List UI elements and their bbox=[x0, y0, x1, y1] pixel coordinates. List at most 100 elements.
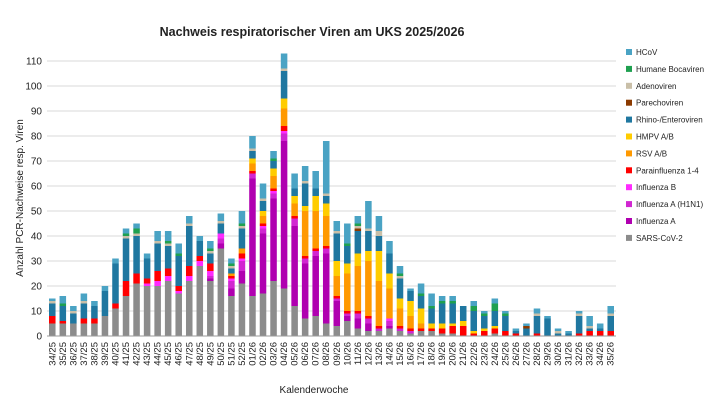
x-tick-label: 50/25 bbox=[216, 342, 227, 366]
bar-segment bbox=[164, 231, 172, 241]
bar-segment bbox=[91, 306, 98, 319]
bar-segment bbox=[196, 261, 204, 266]
bar-segment bbox=[122, 296, 130, 336]
bar-segment bbox=[70, 306, 77, 311]
bar-segment bbox=[59, 323, 67, 336]
x-tick-label: 49/25 bbox=[205, 342, 216, 366]
bar-segment bbox=[333, 326, 341, 336]
x-tick-label: 47/25 bbox=[184, 342, 195, 366]
y-tick-label: 10 bbox=[31, 307, 43, 318]
bar-segment bbox=[491, 328, 499, 334]
bar-segment bbox=[259, 183, 267, 199]
bar-segment bbox=[301, 166, 309, 181]
bar-segment bbox=[365, 231, 372, 251]
bar-segment bbox=[101, 286, 109, 291]
bar-segment bbox=[354, 223, 362, 226]
bar-segment bbox=[502, 316, 509, 331]
bar-segment bbox=[280, 133, 288, 141]
bar-segment bbox=[438, 296, 446, 301]
bar-segment bbox=[386, 328, 393, 336]
x-tick-label: 27/26 bbox=[521, 342, 532, 366]
bar-segment bbox=[249, 148, 256, 151]
x-tick-label: 21/26 bbox=[458, 342, 469, 366]
bar-segment bbox=[280, 68, 288, 71]
bar-segment bbox=[238, 271, 246, 284]
bar-segment bbox=[238, 258, 246, 261]
bar-segment bbox=[259, 198, 267, 201]
bar-segment bbox=[270, 198, 277, 281]
bar-segment bbox=[280, 98, 288, 109]
bar-segment bbox=[481, 311, 488, 314]
bar-segment bbox=[259, 216, 267, 224]
x-tick-label: 31/26 bbox=[564, 342, 575, 366]
bar-segment bbox=[312, 248, 319, 251]
bar-segment bbox=[449, 333, 456, 336]
bar-segment bbox=[396, 308, 404, 326]
bar-segment bbox=[133, 233, 140, 236]
x-tick-label: 44/25 bbox=[153, 342, 164, 366]
x-tick-label: 35/26 bbox=[606, 342, 617, 366]
x-tick-label: 51/25 bbox=[226, 342, 237, 366]
legend-label: Humane Bocaviren bbox=[636, 65, 704, 74]
bar-segment bbox=[112, 258, 119, 264]
bar-segment bbox=[196, 266, 204, 336]
bar-segment bbox=[459, 321, 467, 326]
bar-segment bbox=[312, 171, 319, 189]
legend-swatch bbox=[626, 150, 632, 157]
bar-segment bbox=[544, 318, 551, 336]
y-tick-label: 100 bbox=[25, 82, 42, 93]
bar-segment bbox=[70, 311, 77, 314]
bars bbox=[49, 53, 614, 336]
bar-segment bbox=[428, 308, 435, 324]
bar-segment bbox=[80, 303, 88, 319]
bar-segment bbox=[196, 236, 204, 241]
bar-segment bbox=[322, 246, 330, 249]
bar-segment bbox=[607, 313, 614, 316]
bar-segment bbox=[428, 306, 435, 309]
bar-segment bbox=[238, 248, 246, 254]
x-tick-label: 19/26 bbox=[437, 342, 448, 366]
bar-segment bbox=[143, 258, 151, 279]
legend-label: Influenza B bbox=[636, 183, 676, 192]
gridlines bbox=[47, 60, 616, 337]
bar-segment bbox=[207, 278, 214, 281]
bar-segment bbox=[375, 326, 383, 329]
bar-segment bbox=[217, 223, 225, 234]
bar-segment bbox=[259, 223, 267, 226]
x-tick-label: 09/26 bbox=[332, 342, 343, 366]
bar-segment bbox=[333, 221, 341, 231]
bar-segment bbox=[386, 318, 393, 321]
bar-segment bbox=[228, 281, 235, 289]
bar-segment bbox=[280, 53, 288, 69]
bar-segment bbox=[344, 316, 351, 321]
bar-segment bbox=[333, 276, 341, 296]
x-tick-label: 45/25 bbox=[163, 342, 174, 366]
bar-segment bbox=[59, 303, 67, 306]
legend-label: Influenza A bbox=[636, 217, 676, 226]
bar-segment bbox=[228, 296, 235, 336]
bar-segment bbox=[112, 308, 119, 336]
bar-segment bbox=[291, 173, 298, 189]
bar-segment bbox=[417, 323, 425, 329]
bar-segment bbox=[301, 206, 309, 211]
bar-segment bbox=[280, 71, 288, 99]
bar-segment bbox=[291, 196, 298, 204]
x-tick-label: 17/26 bbox=[416, 342, 427, 366]
bar-segment bbox=[259, 226, 267, 229]
x-tick-label: 20/26 bbox=[448, 342, 459, 366]
bar-segment bbox=[365, 228, 372, 231]
bar-segment bbox=[438, 303, 446, 324]
bar-segment bbox=[238, 261, 246, 271]
bar-segment bbox=[396, 273, 404, 276]
legend-swatch bbox=[626, 116, 632, 123]
x-tick-label: 01/26 bbox=[247, 342, 258, 366]
bar-segment bbox=[523, 323, 530, 326]
bar-segment bbox=[80, 293, 88, 301]
bar-segment bbox=[238, 253, 246, 259]
bar-segment bbox=[554, 331, 562, 334]
bar-segment bbox=[217, 213, 225, 221]
bar-segment bbox=[375, 251, 383, 281]
x-tick-label: 11/26 bbox=[353, 342, 364, 365]
bar-segment bbox=[586, 331, 593, 336]
bar-segment bbox=[459, 306, 467, 321]
